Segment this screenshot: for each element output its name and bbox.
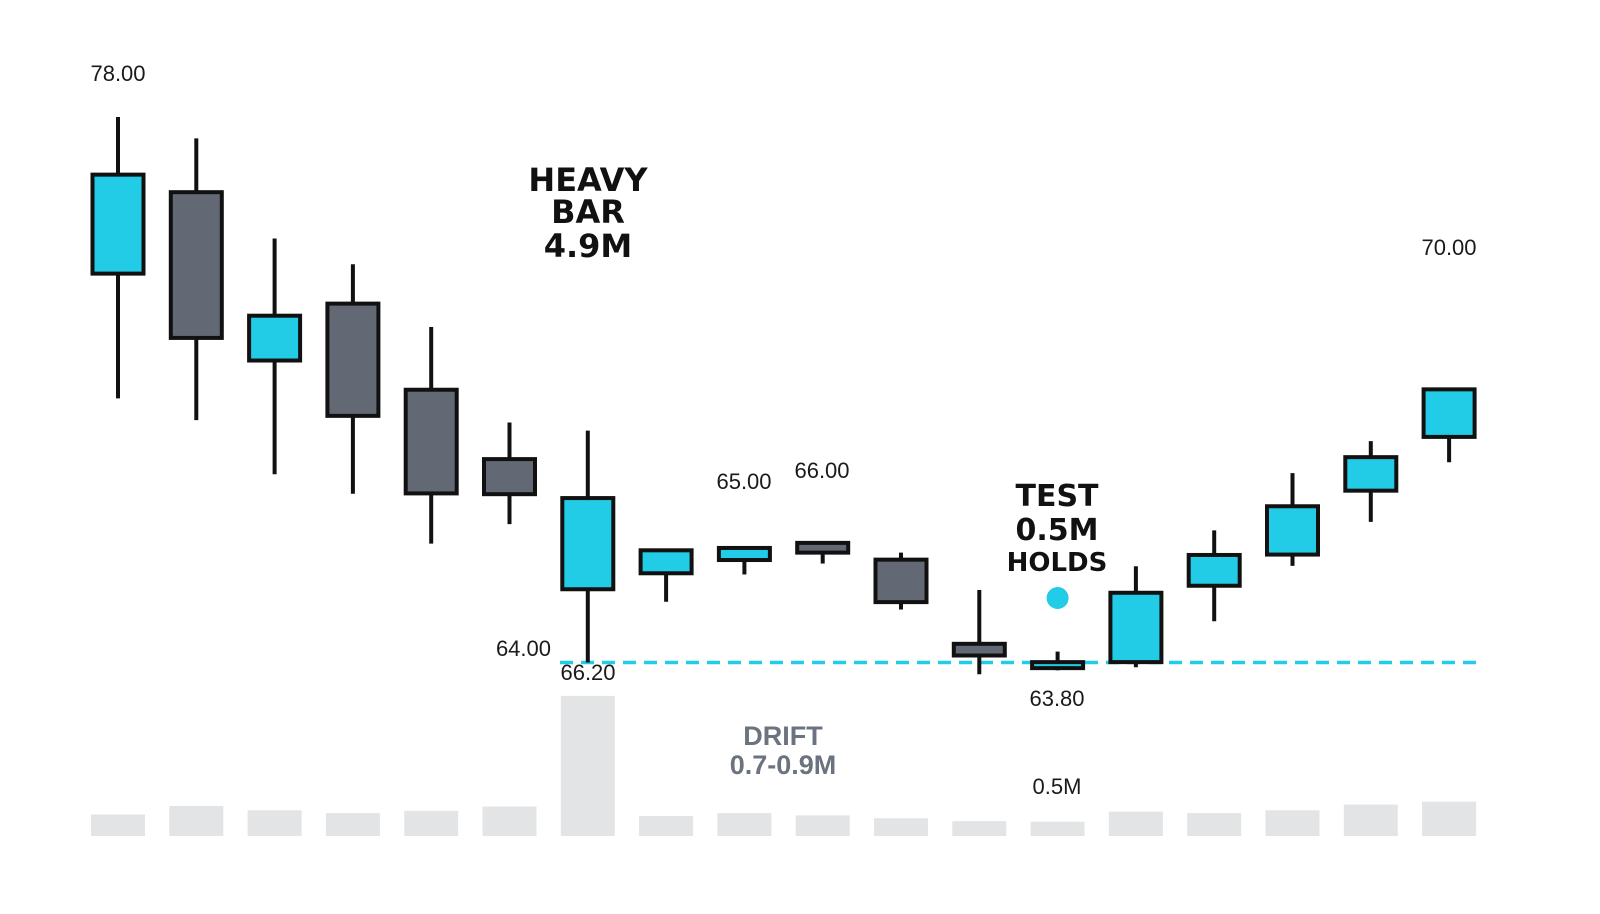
test-annotation-line-2: 0.5M bbox=[1016, 513, 1099, 548]
candle-body-12 bbox=[951, 641, 1007, 658]
volume-bar-3 bbox=[247, 810, 302, 836]
drift-annotation-line-2: 0.7-0.9M bbox=[730, 750, 837, 780]
candle-body-2 bbox=[168, 190, 224, 340]
volume-bar-16 bbox=[1265, 810, 1320, 836]
candle-4 bbox=[325, 264, 381, 494]
candle-body-6 bbox=[482, 457, 537, 497]
volume-bar-5 bbox=[404, 810, 459, 836]
candle-8 bbox=[638, 548, 694, 602]
candle-14 bbox=[1108, 566, 1164, 668]
candle-body-3 bbox=[247, 313, 303, 363]
candle-body-17 bbox=[1343, 455, 1399, 493]
volume-bar-17 bbox=[1343, 804, 1398, 836]
candle-3 bbox=[247, 238, 303, 475]
volume-bar-18 bbox=[1422, 801, 1477, 836]
candle-12 bbox=[951, 590, 1007, 675]
candle-body-7 bbox=[560, 496, 616, 592]
candle-11 bbox=[873, 552, 929, 610]
test-bar-low-label: 63.80 bbox=[1029, 686, 1084, 711]
candle-body-4 bbox=[325, 301, 381, 418]
volume-bars bbox=[91, 695, 1477, 836]
candle-body-14 bbox=[1108, 590, 1164, 665]
support-label: 64.00 bbox=[496, 636, 551, 661]
candle-7 bbox=[560, 430, 616, 663]
heavy-bar-low-label: 66.20 bbox=[560, 660, 615, 685]
candle-body-10 bbox=[795, 540, 851, 555]
candle-15 bbox=[1186, 530, 1242, 622]
volume-bar-12 bbox=[952, 821, 1007, 836]
candles bbox=[90, 116, 1477, 675]
test-volume-label: 0.5M bbox=[1033, 774, 1082, 799]
candle-body-18 bbox=[1421, 387, 1477, 439]
candle-18 bbox=[1421, 387, 1477, 463]
heavy-bar-annotation-line-2: BAR bbox=[551, 193, 625, 231]
candle-8-high-label: 65.00 bbox=[716, 469, 771, 494]
candle-body-8 bbox=[638, 548, 694, 576]
first-high-label: 78.00 bbox=[90, 61, 145, 86]
volume-bar-15 bbox=[1187, 813, 1242, 836]
candle-body-9 bbox=[716, 545, 772, 563]
candle-5 bbox=[403, 327, 459, 544]
test-marker-dot bbox=[1046, 587, 1069, 609]
candle-body-5 bbox=[403, 387, 459, 496]
candle-16 bbox=[1265, 473, 1320, 566]
test-annotation-line-3: HOLDS bbox=[1007, 548, 1108, 578]
volume-bar-1 bbox=[91, 814, 145, 836]
heavy-bar-annotation-line-3: 4.9M bbox=[544, 227, 633, 265]
candle-17 bbox=[1343, 441, 1399, 522]
last-high-label: 70.00 bbox=[1421, 235, 1476, 260]
volume-bar-10 bbox=[795, 815, 850, 836]
candle-6 bbox=[482, 422, 537, 525]
candle-body-15 bbox=[1186, 552, 1242, 588]
volume-bar-14 bbox=[1108, 811, 1163, 836]
candle-10 bbox=[795, 540, 851, 564]
candle-body-11 bbox=[873, 557, 929, 605]
candle-1 bbox=[90, 116, 146, 399]
volume-bar-8 bbox=[639, 815, 694, 836]
test-annotation-line-1: TEST bbox=[1015, 479, 1099, 514]
candle-2 bbox=[168, 138, 224, 421]
drift-annotation-line-1: DRIFT bbox=[743, 721, 823, 751]
volume-bar-6 bbox=[482, 806, 537, 836]
candle-body-16 bbox=[1265, 504, 1320, 557]
candle-body-1 bbox=[90, 172, 146, 276]
candle-13 bbox=[1030, 651, 1086, 671]
volume-bar-9 bbox=[717, 813, 772, 836]
candle-9 bbox=[716, 545, 772, 575]
volume-bar-13 bbox=[1030, 821, 1085, 836]
volume-bar-2 bbox=[169, 805, 224, 836]
heavy-bar-annotation-line-1: HEAVY bbox=[528, 161, 648, 199]
volume-bar-11 bbox=[874, 818, 928, 836]
candle-9-high-label: 66.00 bbox=[794, 458, 849, 483]
volume-bar-7 bbox=[560, 695, 615, 836]
volume-bar-4 bbox=[325, 813, 380, 836]
candle-body-13 bbox=[1030, 660, 1086, 671]
